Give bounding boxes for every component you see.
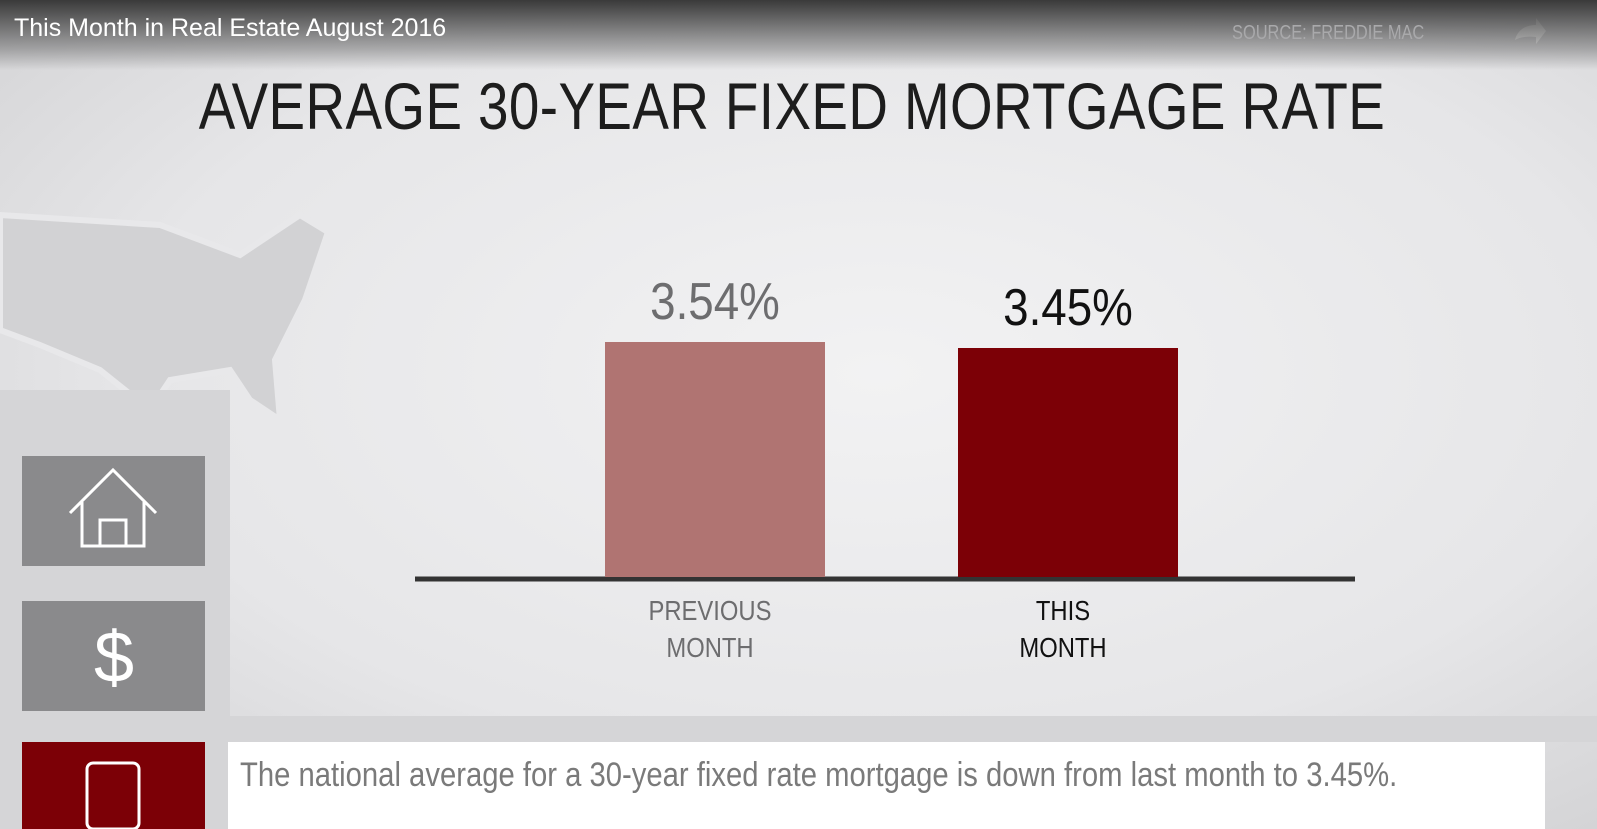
- dollar-tile[interactable]: [22, 601, 205, 711]
- value-label: 3.45%: [1003, 278, 1133, 337]
- dollar-icon: $: [94, 618, 134, 698]
- header: [0, 0, 1597, 70]
- band: [0, 716, 1597, 742]
- caption: The national average for a 30-year fixed…: [240, 756, 1398, 794]
- video-title[interactable]: This Month in Real Estate August 2016: [14, 14, 447, 42]
- x-tick-label: THIS MONTH: [1019, 595, 1107, 663]
- bar: [604, 341, 826, 577]
- calculator-tile[interactable]: [22, 742, 205, 829]
- house-icon: [68, 467, 158, 548]
- house-tile[interactable]: [22, 456, 205, 566]
- us-map: [0, 211, 332, 426]
- x-tick-label: PREVIOUS MONTH: [648, 595, 772, 663]
- bar: [957, 347, 1179, 577]
- chart-title: AVERAGE 30-YEAR FIXED MORTGAGE RATE: [198, 69, 1386, 143]
- calculator-icon: [85, 761, 141, 829]
- value-label: 3.54%: [650, 272, 780, 331]
- source: SOURCE: FREDDIE MAC: [1232, 22, 1425, 44]
- caption-box: [228, 742, 1545, 829]
